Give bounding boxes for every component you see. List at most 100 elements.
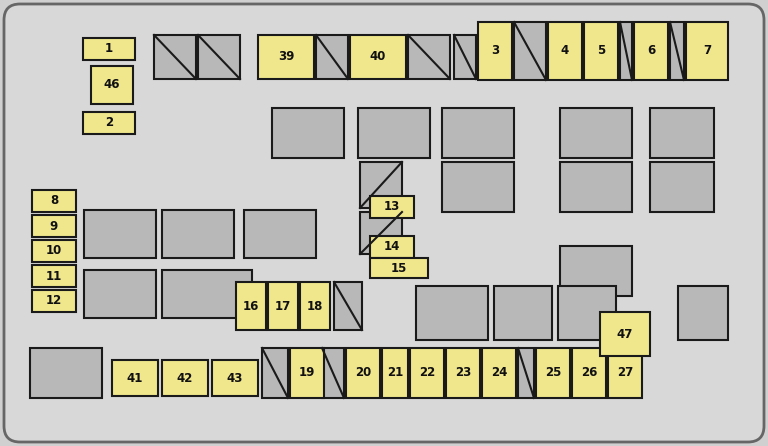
Bar <box>482 348 516 398</box>
Bar <box>454 35 476 79</box>
Bar <box>408 35 450 79</box>
Bar <box>262 348 288 398</box>
Bar <box>416 286 488 340</box>
Text: 15: 15 <box>391 261 407 274</box>
Text: 46: 46 <box>104 78 121 91</box>
Text: 26: 26 <box>581 367 598 380</box>
Bar <box>258 35 314 79</box>
Bar <box>514 22 546 80</box>
Bar <box>560 246 632 296</box>
Bar <box>572 348 606 398</box>
Bar <box>518 348 534 398</box>
Bar <box>162 360 208 396</box>
Text: 4: 4 <box>561 45 569 58</box>
Bar <box>442 108 514 158</box>
Bar <box>154 35 196 79</box>
Bar <box>634 22 668 80</box>
Text: 2: 2 <box>105 116 113 129</box>
Bar <box>600 312 650 356</box>
Bar <box>370 236 414 258</box>
Text: 23: 23 <box>455 367 471 380</box>
Text: 25: 25 <box>545 367 561 380</box>
Bar <box>30 348 102 398</box>
Text: 1: 1 <box>105 42 113 55</box>
Text: 9: 9 <box>50 219 58 232</box>
Bar <box>360 162 402 208</box>
Bar <box>670 22 684 80</box>
Bar <box>584 22 618 80</box>
Text: 43: 43 <box>227 372 243 384</box>
Bar <box>244 210 316 258</box>
FancyBboxPatch shape <box>4 4 764 442</box>
Bar <box>350 35 406 79</box>
Text: 20: 20 <box>355 367 371 380</box>
Text: 17: 17 <box>275 300 291 313</box>
Bar <box>236 282 266 330</box>
Text: 11: 11 <box>46 269 62 282</box>
Bar <box>548 22 582 80</box>
Text: 5: 5 <box>597 45 605 58</box>
Bar <box>32 290 76 312</box>
Text: 18: 18 <box>306 300 323 313</box>
Bar <box>212 360 258 396</box>
Text: 21: 21 <box>387 367 403 380</box>
Bar <box>84 210 156 258</box>
Bar <box>198 35 240 79</box>
Bar <box>112 360 158 396</box>
Text: 14: 14 <box>384 240 400 253</box>
Bar <box>334 282 362 330</box>
Bar <box>382 348 408 398</box>
Bar <box>346 348 380 398</box>
Bar <box>358 108 430 158</box>
Text: 39: 39 <box>278 50 294 63</box>
Bar <box>442 162 514 212</box>
Text: 24: 24 <box>491 367 507 380</box>
Bar <box>446 348 480 398</box>
Bar <box>494 286 552 340</box>
Bar <box>410 348 444 398</box>
Text: 8: 8 <box>50 194 58 207</box>
Text: 10: 10 <box>46 244 62 257</box>
Bar <box>478 22 512 80</box>
Bar <box>686 22 728 80</box>
Bar <box>560 162 632 212</box>
Bar <box>162 270 252 318</box>
Text: 47: 47 <box>617 327 633 340</box>
Bar <box>370 258 428 278</box>
Bar <box>290 348 324 398</box>
Bar <box>560 108 632 158</box>
Bar <box>32 215 76 237</box>
Bar <box>536 348 570 398</box>
Bar <box>360 212 402 254</box>
Bar <box>650 108 714 158</box>
Bar <box>32 265 76 287</box>
Bar <box>272 108 344 158</box>
Bar <box>32 240 76 262</box>
Bar <box>558 286 616 340</box>
Bar <box>83 38 135 60</box>
Text: 7: 7 <box>703 45 711 58</box>
Bar <box>83 112 135 134</box>
Text: 3: 3 <box>491 45 499 58</box>
Bar <box>620 22 632 80</box>
Bar <box>678 286 728 340</box>
Text: 12: 12 <box>46 294 62 307</box>
Bar <box>300 282 330 330</box>
Text: 40: 40 <box>370 50 386 63</box>
Text: 27: 27 <box>617 367 633 380</box>
Text: 16: 16 <box>243 300 259 313</box>
Text: 22: 22 <box>419 367 435 380</box>
Bar <box>316 35 348 79</box>
Bar <box>162 210 234 258</box>
Text: 41: 41 <box>127 372 143 384</box>
Text: 19: 19 <box>299 367 315 380</box>
Bar <box>84 270 156 318</box>
Text: 13: 13 <box>384 201 400 214</box>
Text: 6: 6 <box>647 45 655 58</box>
Bar <box>268 282 298 330</box>
Bar <box>322 348 344 398</box>
Bar <box>608 348 642 398</box>
Text: 42: 42 <box>177 372 194 384</box>
Bar <box>32 190 76 212</box>
Bar <box>370 196 414 218</box>
